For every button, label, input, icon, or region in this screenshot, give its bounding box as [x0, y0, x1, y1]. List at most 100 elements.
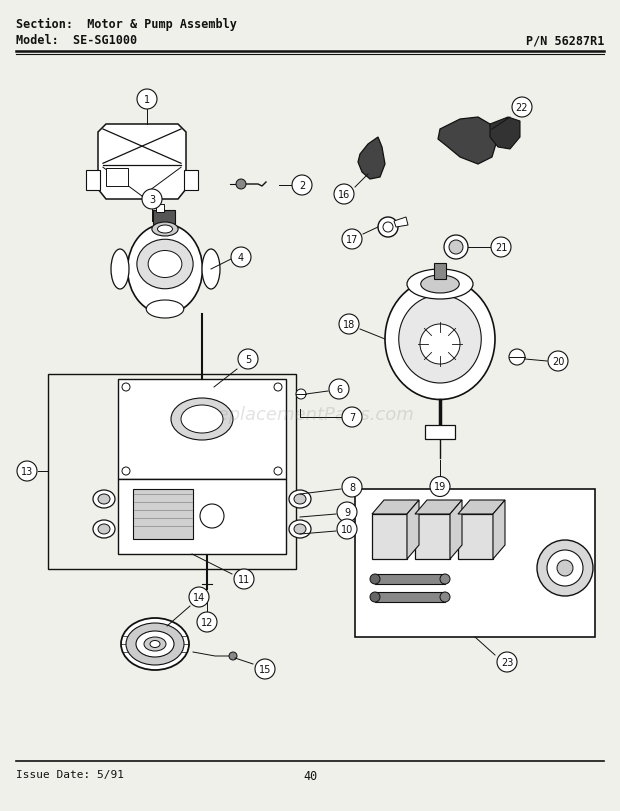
- Circle shape: [200, 504, 224, 528]
- Ellipse shape: [93, 521, 115, 539]
- Bar: [153, 211, 175, 225]
- Circle shape: [509, 350, 525, 366]
- Bar: [133, 489, 193, 539]
- Text: 18: 18: [343, 320, 355, 329]
- Ellipse shape: [370, 592, 380, 603]
- Circle shape: [255, 659, 275, 679]
- Bar: [458, 514, 493, 560]
- Bar: [118, 380, 286, 479]
- Bar: [425, 425, 455, 439]
- Text: 21: 21: [495, 242, 507, 253]
- Ellipse shape: [399, 296, 481, 384]
- Bar: [375, 592, 445, 603]
- Circle shape: [337, 519, 357, 539]
- Ellipse shape: [98, 525, 110, 534]
- Circle shape: [491, 238, 511, 258]
- Polygon shape: [372, 500, 419, 514]
- Ellipse shape: [98, 495, 110, 504]
- Text: Model:  SE-SG1000: Model: SE-SG1000: [16, 34, 137, 47]
- Polygon shape: [490, 118, 520, 150]
- Circle shape: [512, 98, 532, 118]
- Ellipse shape: [121, 618, 189, 670]
- Circle shape: [238, 350, 258, 370]
- Text: 8: 8: [349, 483, 355, 492]
- Circle shape: [497, 652, 517, 672]
- Text: Issue Date: 5/91: Issue Date: 5/91: [16, 769, 124, 779]
- Ellipse shape: [440, 574, 450, 584]
- Text: 10: 10: [341, 525, 353, 534]
- Ellipse shape: [171, 398, 233, 440]
- Circle shape: [189, 587, 209, 607]
- Polygon shape: [438, 118, 498, 165]
- Ellipse shape: [181, 406, 223, 433]
- Text: 5: 5: [245, 354, 251, 365]
- Ellipse shape: [128, 225, 203, 315]
- Bar: [434, 264, 446, 279]
- Text: 7: 7: [349, 413, 355, 423]
- Ellipse shape: [93, 491, 115, 508]
- Ellipse shape: [126, 623, 184, 665]
- Bar: [118, 479, 286, 554]
- Polygon shape: [98, 125, 186, 200]
- Text: 19: 19: [434, 482, 446, 492]
- Text: 23: 23: [501, 657, 513, 667]
- Text: 11: 11: [238, 574, 250, 584]
- Text: P/N 56287R1: P/N 56287R1: [526, 34, 604, 47]
- Text: 15: 15: [259, 664, 271, 674]
- Circle shape: [383, 223, 393, 233]
- Ellipse shape: [111, 250, 129, 290]
- Ellipse shape: [289, 491, 311, 508]
- Ellipse shape: [289, 521, 311, 539]
- Ellipse shape: [144, 637, 166, 651]
- Circle shape: [197, 612, 217, 633]
- Text: 17: 17: [346, 234, 358, 245]
- Text: 16: 16: [338, 190, 350, 200]
- Circle shape: [234, 569, 254, 590]
- Polygon shape: [458, 500, 505, 514]
- Ellipse shape: [420, 324, 460, 365]
- Polygon shape: [358, 138, 385, 180]
- Ellipse shape: [440, 592, 450, 603]
- Polygon shape: [415, 500, 462, 514]
- Ellipse shape: [294, 525, 306, 534]
- Bar: [355, 489, 595, 637]
- Bar: [372, 514, 407, 560]
- Circle shape: [378, 217, 398, 238]
- Circle shape: [236, 180, 246, 190]
- Circle shape: [274, 384, 282, 392]
- Circle shape: [137, 90, 157, 109]
- Circle shape: [274, 467, 282, 475]
- Circle shape: [122, 467, 130, 475]
- Circle shape: [337, 502, 357, 522]
- Ellipse shape: [146, 301, 184, 319]
- Polygon shape: [493, 500, 505, 560]
- Polygon shape: [407, 500, 419, 560]
- Text: 9: 9: [344, 508, 350, 517]
- Bar: [48, 375, 296, 569]
- Text: 14: 14: [193, 592, 205, 603]
- Ellipse shape: [385, 279, 495, 400]
- Circle shape: [537, 540, 593, 596]
- Bar: [156, 204, 164, 212]
- Circle shape: [547, 551, 583, 586]
- Ellipse shape: [152, 223, 178, 237]
- Polygon shape: [394, 217, 408, 228]
- Circle shape: [449, 241, 463, 255]
- Circle shape: [334, 185, 354, 204]
- Circle shape: [142, 190, 162, 210]
- Circle shape: [122, 384, 130, 392]
- Text: 6: 6: [336, 384, 342, 394]
- Circle shape: [342, 230, 362, 250]
- Bar: [375, 574, 445, 584]
- Circle shape: [329, 380, 349, 400]
- Ellipse shape: [421, 276, 459, 294]
- Text: 20: 20: [552, 357, 564, 367]
- Text: 22: 22: [516, 103, 528, 113]
- Ellipse shape: [150, 641, 160, 648]
- Circle shape: [229, 652, 237, 660]
- Circle shape: [339, 315, 359, 335]
- Text: 40: 40: [303, 769, 317, 782]
- Circle shape: [342, 478, 362, 497]
- Polygon shape: [86, 171, 100, 191]
- Text: 3: 3: [149, 195, 155, 204]
